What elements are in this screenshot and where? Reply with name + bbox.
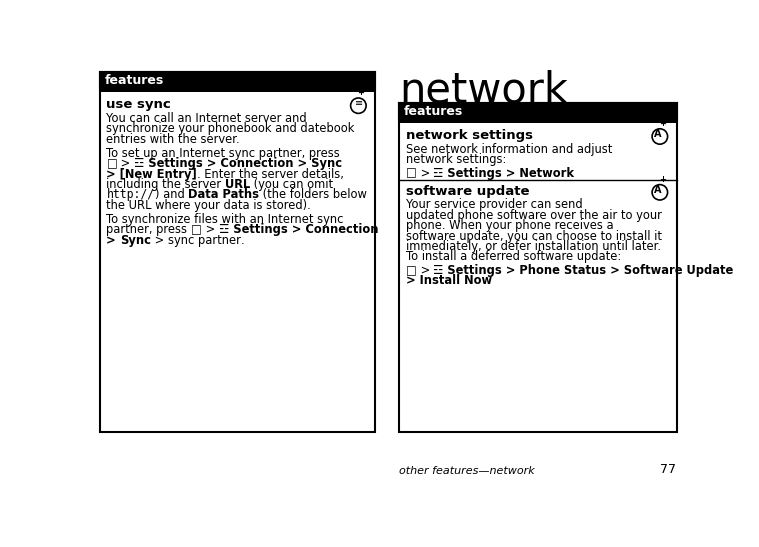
- Text: □: □: [405, 166, 417, 179]
- Text: sync partner: sync partner: [168, 234, 241, 247]
- Bar: [100, 72, 376, 89]
- Text: □: □: [106, 158, 118, 170]
- Text: You can call an Internet server and: You can call an Internet server and: [106, 112, 307, 125]
- Text: use sync: use sync: [106, 98, 172, 111]
- Text: ☲ Settings > Phone Status > Software Update: ☲ Settings > Phone Status > Software Upd…: [433, 264, 734, 277]
- Text: >: >: [202, 224, 219, 236]
- Text: entries with the server.: entries with the server.: [106, 132, 240, 146]
- Text: Sync: Sync: [120, 234, 151, 247]
- Text: To synchronize files with an Internet sync: To synchronize files with an Internet sy…: [106, 213, 344, 226]
- Text: To set up an Internet sync partner, press: To set up an Internet sync partner, pres…: [106, 147, 340, 160]
- Text: ☲ Settings > Connection: ☲ Settings > Connection: [219, 224, 379, 236]
- Text: □: □: [191, 224, 202, 236]
- Text: ) and: ) and: [155, 189, 188, 201]
- Text: +: +: [659, 119, 666, 128]
- Text: Data Paths: Data Paths: [188, 189, 259, 201]
- Bar: [100, 72, 376, 432]
- Text: +: +: [357, 88, 364, 97]
- Text: □: □: [405, 264, 417, 277]
- Text: features: features: [404, 104, 463, 118]
- Text: network: network: [399, 69, 568, 112]
- Text: other features—network: other features—network: [399, 466, 535, 476]
- Text: 77: 77: [660, 463, 676, 476]
- Text: updated phone software over the air to your: updated phone software over the air to y…: [405, 209, 662, 222]
- Text: network settings:: network settings:: [405, 153, 506, 166]
- Text: the URL where your data is stored).: the URL where your data is stored).: [106, 199, 311, 212]
- Text: immediately, or defer installation until later.: immediately, or defer installation until…: [405, 240, 660, 253]
- Text: To install a deferred software update:: To install a deferred software update:: [405, 251, 621, 264]
- Text: > [New Entry]: > [New Entry]: [106, 168, 197, 181]
- Bar: [399, 103, 677, 432]
- Text: >: >: [417, 166, 433, 179]
- Text: URL: URL: [225, 178, 250, 191]
- Bar: [399, 120, 677, 123]
- Text: software update: software update: [405, 184, 529, 197]
- Bar: [399, 103, 677, 120]
- Text: . Enter the server details,: . Enter the server details,: [197, 168, 344, 181]
- Text: >: >: [417, 264, 433, 277]
- Text: >: >: [151, 234, 168, 247]
- Text: including the server: including the server: [106, 178, 225, 191]
- Text: software update, you can choose to install it: software update, you can choose to insta…: [405, 230, 662, 243]
- Text: A: A: [653, 129, 661, 139]
- Text: > Install Now: > Install Now: [405, 274, 492, 287]
- Text: +: +: [659, 175, 666, 184]
- Bar: [100, 89, 376, 92]
- Text: >: >: [118, 158, 134, 170]
- Text: ≡: ≡: [355, 98, 364, 108]
- Text: A: A: [653, 185, 661, 195]
- Text: ☲ Settings > Connection > Sync: ☲ Settings > Connection > Sync: [134, 158, 342, 170]
- Text: features: features: [105, 74, 164, 87]
- Text: phone. When your phone receives a: phone. When your phone receives a: [405, 219, 613, 232]
- Text: network settings: network settings: [405, 129, 533, 142]
- Text: synchronize your phonebook and datebook: synchronize your phonebook and datebook: [106, 122, 355, 135]
- Text: http://: http://: [106, 189, 155, 201]
- Text: ☲ Settings > Network: ☲ Settings > Network: [433, 166, 575, 179]
- Text: See network information and adjust: See network information and adjust: [405, 143, 612, 156]
- Text: (the folders below: (the folders below: [259, 189, 367, 201]
- Text: >: >: [106, 234, 120, 247]
- Text: (you can omit: (you can omit: [250, 178, 334, 191]
- Text: partner, press: partner, press: [106, 224, 191, 236]
- Text: Your service provider can send: Your service provider can send: [405, 199, 582, 212]
- Text: .: .: [241, 234, 244, 247]
